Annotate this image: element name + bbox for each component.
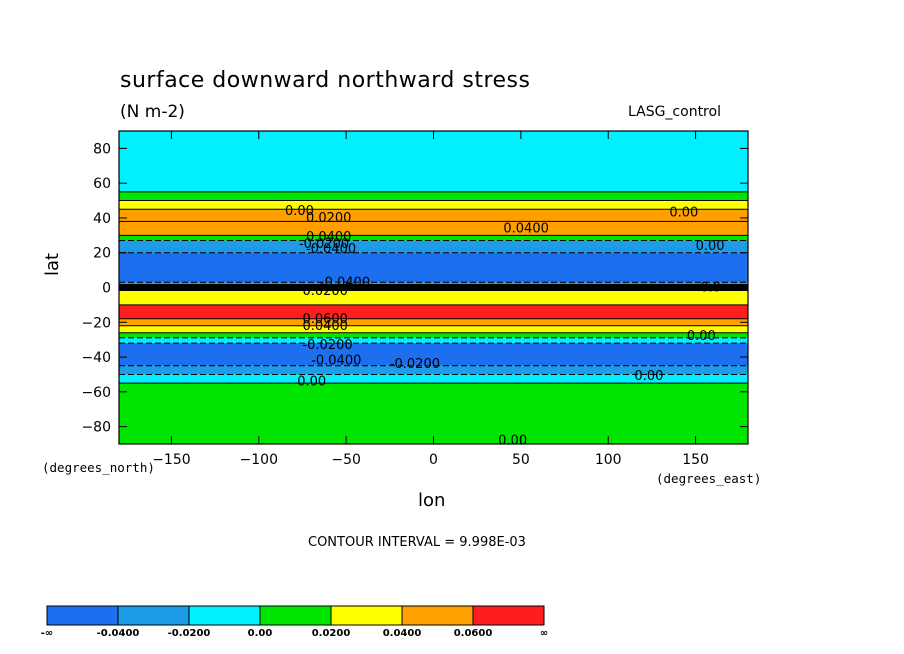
band-5 <box>119 235 748 241</box>
legend-level-3: 0.00 <box>247 628 273 639</box>
band-16 <box>119 365 748 375</box>
contour-label-16: -0.0200 <box>390 357 440 372</box>
legend-swatch-3 <box>259 605 332 626</box>
x-tick-label-4: 50 <box>512 452 530 468</box>
contour-label-19: 0.00 <box>498 434 527 449</box>
y-tick-label-0: −80 <box>81 420 111 436</box>
contour-label-11: 0.0600 <box>302 312 348 327</box>
x-axis-units: (degrees_east) <box>656 471 762 486</box>
band-14 <box>119 337 748 344</box>
band-3 <box>119 209 748 222</box>
legend-level-5: 0.0400 <box>382 628 422 639</box>
contour-label-3: 0.00 <box>669 206 698 221</box>
band-17 <box>119 374 748 384</box>
legend-swatch-4 <box>330 605 403 626</box>
contour-label-1: 0.0200 <box>306 211 352 226</box>
x-tick-label-2: −50 <box>331 452 361 468</box>
legend-level-4: 0.0200 <box>311 628 351 639</box>
band-9 <box>119 287 748 305</box>
legend-level-1: -0.0400 <box>96 628 140 639</box>
contour-label-2: 0.0400 <box>503 221 549 236</box>
y-tick-label-7: 60 <box>93 176 111 192</box>
contour-label-6: -0.0400 <box>306 242 356 257</box>
y-axis-label: lat <box>42 252 63 276</box>
x-tick-label-5: 100 <box>595 452 622 468</box>
legend-swatch-6 <box>472 605 545 626</box>
contour-label-5: -0.0200 <box>299 237 349 252</box>
band-4 <box>119 221 748 236</box>
chart-subtitle: (N m-2) <box>120 102 185 122</box>
y-tick-label-3: −20 <box>81 315 111 331</box>
legend-swatch-2 <box>188 605 261 626</box>
chart-title: surface downward northward stress <box>120 68 531 93</box>
legend-swatch-0 <box>46 605 119 626</box>
y-axis-units: (degrees_north) <box>42 460 155 475</box>
legend-swatch-1 <box>117 605 190 626</box>
x-tick-label-1: −100 <box>240 452 278 468</box>
band-6 <box>119 240 748 253</box>
contour-label-4: 0.0400 <box>306 230 352 245</box>
band-18 <box>119 383 748 444</box>
contour-label-0: 0.00 <box>285 204 314 219</box>
band-13 <box>119 332 748 338</box>
contour-interval: CONTOUR INTERVAL = 9.998E-03 <box>308 535 526 550</box>
contour-label-10: -0.0 <box>696 281 721 296</box>
band-15 <box>119 343 748 366</box>
contour-label-15: -0.0400 <box>311 354 361 369</box>
band-10 <box>119 304 748 319</box>
band-1 <box>119 191 748 201</box>
x-tick-label-6: 150 <box>682 452 709 468</box>
y-tick-label-1: −60 <box>81 385 111 401</box>
legend-level-6: 0.0600 <box>453 628 493 639</box>
contour-label-18: 0.00 <box>634 369 663 384</box>
band-0 <box>119 131 748 192</box>
contour-label-14: -0.0200 <box>302 338 352 353</box>
band-12 <box>119 325 748 333</box>
y-tick-label-8: 80 <box>93 141 111 157</box>
x-tick-label-3: 0 <box>429 452 438 468</box>
band-11 <box>119 318 748 326</box>
run-label: LASG_control <box>628 104 721 120</box>
contour-label-13: 0.00 <box>687 329 716 344</box>
contour-label-12: 0.0400 <box>302 319 348 334</box>
band-2 <box>119 200 748 210</box>
x-axis-label: lon <box>418 490 446 511</box>
y-tick-label-2: −40 <box>81 350 111 366</box>
legend-level-7: ∞ <box>539 628 549 639</box>
legend-swatch-5 <box>401 605 474 626</box>
contour-label-7: 0.00 <box>696 239 725 254</box>
legend-level-2: -0.0200 <box>167 628 211 639</box>
y-tick-label-6: 40 <box>93 211 111 227</box>
band-7 <box>119 252 748 283</box>
y-tick-label-5: 20 <box>93 246 111 262</box>
contour-label-8: -0.0400 <box>320 275 370 290</box>
legend-level-0: -∞ <box>40 628 54 639</box>
y-tick-label-4: 0 <box>102 281 111 297</box>
equator-contours <box>119 284 748 291</box>
contour-label-9: 0.0200 <box>302 284 348 299</box>
contour-label-17: 0.00 <box>297 374 326 389</box>
x-tick-label-0: −150 <box>152 452 190 468</box>
